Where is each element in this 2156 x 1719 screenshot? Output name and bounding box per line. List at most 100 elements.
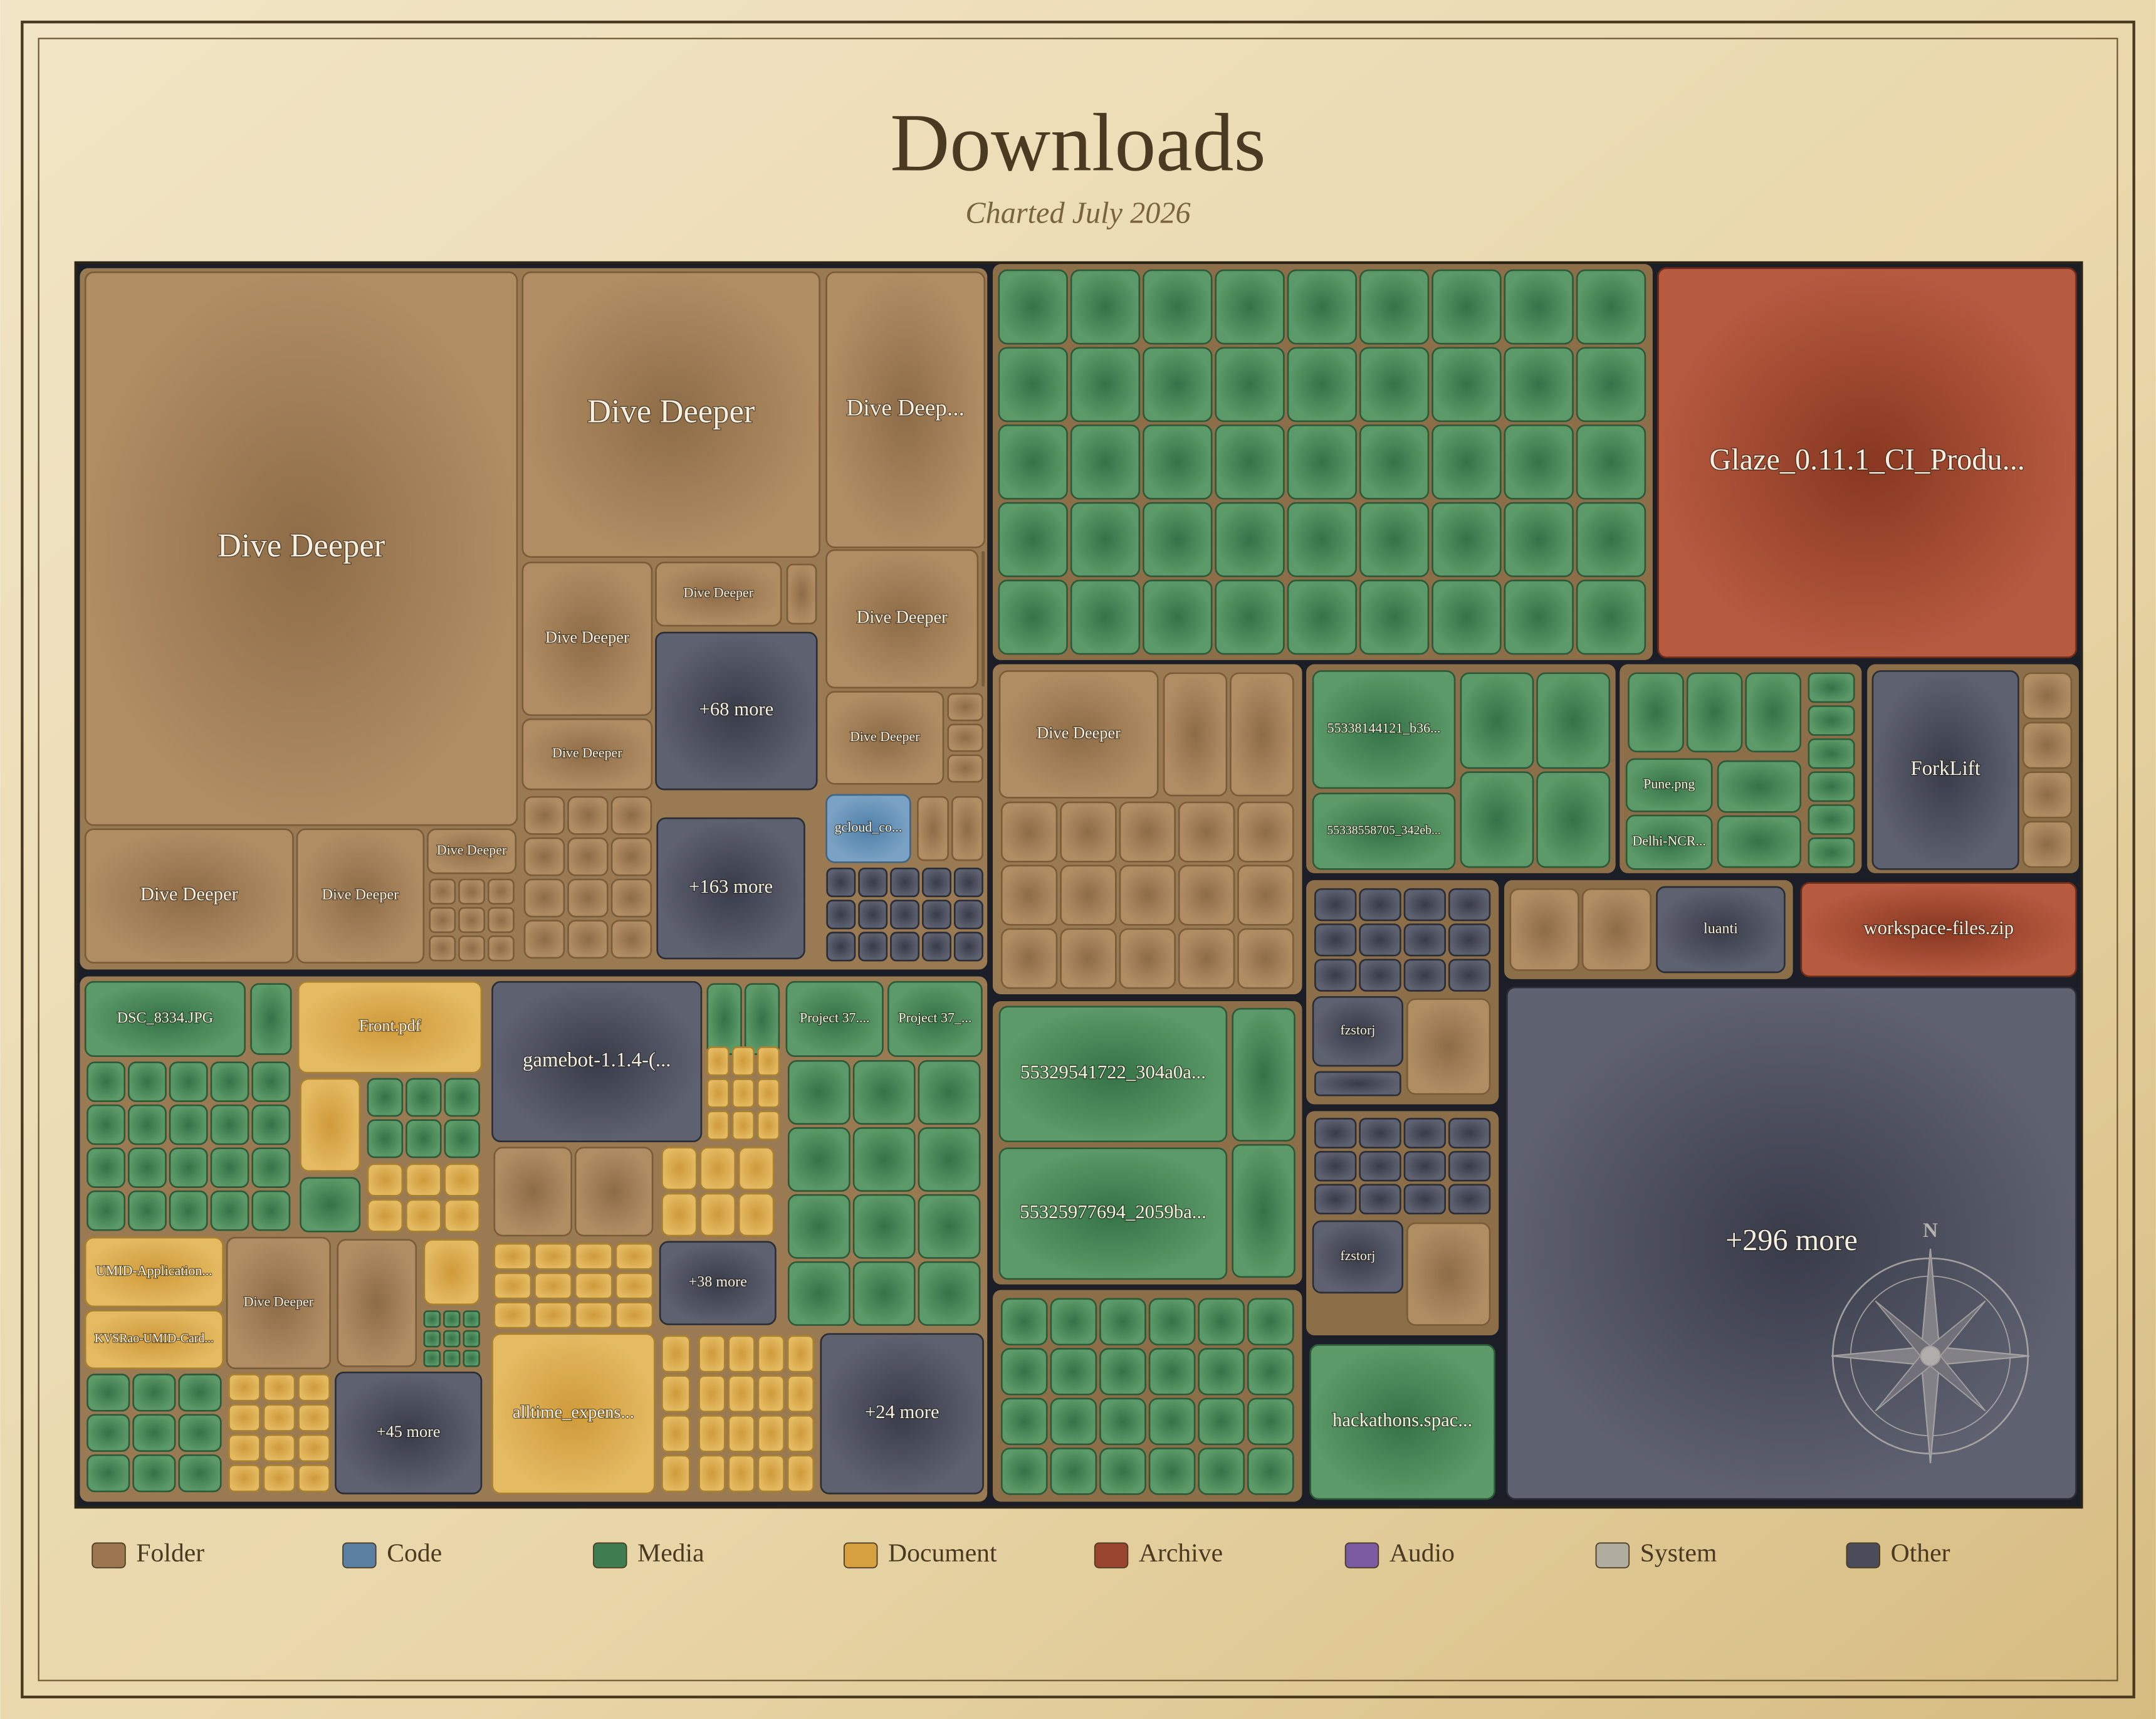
tile [826, 932, 856, 962]
tile-label: +163 more [689, 876, 773, 897]
tile [787, 1414, 815, 1453]
tile [86, 1190, 126, 1231]
tile [534, 1301, 572, 1329]
tile [1657, 267, 2077, 658]
tile [521, 561, 653, 716]
tile [429, 878, 456, 905]
legend-label: Folder [136, 1539, 204, 1568]
legend-label: Code [387, 1539, 442, 1568]
tile [1314, 1071, 1401, 1096]
tile [250, 983, 292, 1055]
tile [947, 723, 983, 752]
tile [1406, 1222, 1491, 1326]
tile [1576, 424, 1646, 500]
tile [1247, 1298, 1294, 1346]
tile [787, 1335, 815, 1373]
tile [1403, 959, 1447, 992]
tile [251, 1190, 291, 1231]
tile [706, 983, 742, 1055]
tile [1099, 1448, 1146, 1495]
tile [615, 1301, 654, 1329]
tile [169, 1061, 208, 1102]
tile [1237, 801, 1294, 863]
tile [458, 878, 486, 905]
tile [228, 1434, 261, 1463]
tile [251, 1061, 291, 1102]
tile [731, 1046, 755, 1076]
tile [1119, 928, 1176, 989]
tile [1431, 347, 1502, 423]
tile [1359, 888, 1401, 922]
tile-label: +296 more [1725, 1224, 1858, 1257]
tile [728, 1335, 755, 1373]
tile [917, 796, 950, 861]
tile-label: luanti [1703, 920, 1738, 937]
compass-hub [1920, 1345, 1941, 1367]
tile [1143, 347, 1213, 423]
legend-label: System [1640, 1539, 1717, 1568]
tile [756, 1046, 780, 1076]
tile-label: Dive Deeper [322, 887, 399, 903]
tile [491, 1333, 656, 1495]
tile-label: fzstorj [1340, 1248, 1375, 1263]
tile [521, 718, 653, 791]
tile [493, 1301, 532, 1329]
tile [1359, 1184, 1401, 1215]
tile [1448, 923, 1491, 957]
tile [493, 1272, 532, 1300]
tile [890, 932, 920, 962]
tile [1359, 424, 1430, 500]
tile [1314, 923, 1357, 957]
tile [918, 1261, 981, 1326]
tile [1287, 269, 1358, 345]
legend-swatch [1344, 1542, 1379, 1569]
tile [86, 1104, 126, 1145]
tile [487, 878, 515, 905]
tile [1287, 502, 1358, 577]
tile [1148, 1397, 1196, 1446]
compass-north: N [1923, 1219, 1938, 1242]
tile [744, 983, 780, 1055]
tile [1050, 1397, 1097, 1446]
tile [1247, 1397, 1294, 1446]
tile-label: Project 37.... [800, 1009, 869, 1025]
tile [1460, 672, 1534, 769]
tile [918, 1060, 981, 1125]
tile [1717, 760, 1802, 813]
tile [1314, 1150, 1357, 1182]
tile [84, 271, 518, 826]
tile-label: +38 more [689, 1274, 747, 1290]
tile [367, 1199, 404, 1233]
tile [728, 1375, 755, 1413]
tile [890, 900, 920, 930]
tile [728, 1414, 755, 1453]
tile [574, 1301, 613, 1329]
tile [1460, 771, 1534, 868]
tile [1808, 771, 1855, 802]
tile [1000, 928, 1058, 989]
tile [406, 1119, 442, 1159]
tile [1070, 579, 1141, 655]
frame-inner [38, 38, 2118, 1681]
tile [1309, 1344, 1495, 1500]
tile [947, 693, 983, 722]
tile [1198, 1448, 1245, 1495]
tile [699, 1147, 736, 1191]
tile [615, 1272, 654, 1300]
tile [1000, 865, 1058, 926]
legend-label: Archive [1139, 1539, 1223, 1568]
tile [1808, 705, 1855, 736]
tile [1060, 801, 1117, 863]
tile [655, 561, 782, 627]
tile [787, 1060, 850, 1125]
tile-label: gamebot-1.1.4-(... [523, 1049, 671, 1071]
tile [610, 837, 652, 876]
tile [423, 1310, 441, 1328]
tile [1143, 502, 1213, 577]
tile [1359, 959, 1401, 992]
legend: Folder Code Media Document Archive Audio Syste… [92, 1539, 1950, 1569]
tile [178, 1454, 222, 1493]
tile-label: +68 more [699, 698, 773, 720]
tile [567, 920, 609, 959]
